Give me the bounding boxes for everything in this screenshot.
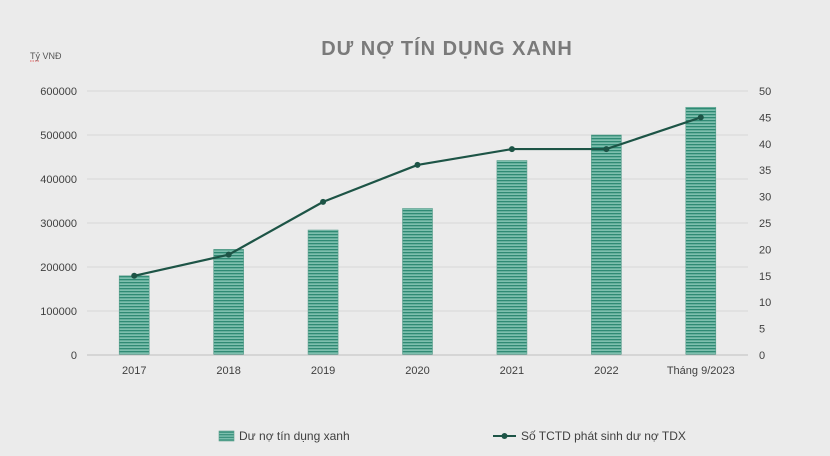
y-right-tick-label: 10 [759,297,771,309]
tick-labels: 0 100000 200000 300000 400000 500000 600000 0 5 1… [40,86,771,377]
legend-line-label: Số TCTD phát sinh dư nợ TDX [521,429,686,443]
y-right-tick-label: 5 [759,324,765,336]
line-point[interactable] [508,146,515,153]
x-tick-label: 2018 [216,365,240,377]
line-point[interactable] [603,146,610,153]
line-point[interactable] [225,251,232,258]
bar-series [118,106,717,356]
x-tick-label: 2020 [405,365,429,377]
y-right-tick-label: 50 [759,86,771,98]
unit-label: Tỷ VNĐ [30,51,62,61]
legend-item-bar[interactable]: Dư nợ tín dụng xanh [218,429,350,443]
bar[interactable] [213,249,244,356]
bar[interactable] [496,160,528,356]
y-left-tick-label: 600000 [40,86,77,98]
y-left-tick-label: 0 [71,350,77,362]
line-series [131,114,704,279]
x-tick-label: 2017 [122,365,146,377]
y-right-tick-label: 25 [759,218,771,230]
legend: Dư nợ tín dụng xanh Số TCTD phát sinh dư… [218,429,686,443]
x-tick-label: Tháng 9/2023 [667,365,735,377]
y-left-tick-label: 500000 [40,130,77,142]
line-point[interactable] [697,114,704,121]
y-right-tick-label: 30 [759,192,771,204]
legend-item-line[interactable]: Số TCTD phát sinh dư nợ TDX [493,429,686,443]
bar[interactable] [591,134,622,356]
y-right-tick-label: 20 [759,244,771,256]
line-point[interactable] [131,272,138,279]
y-left-tick-label: 300000 [40,218,77,230]
y-left-tick-label: 200000 [40,262,77,274]
chart-title: DƯ NỢ TÍN DỤNG XANH [321,37,573,60]
line-point[interactable] [320,198,327,205]
y-right-tick-label: 35 [759,165,771,177]
y-right-tick-label: 15 [759,271,771,283]
line-point[interactable] [414,161,421,168]
y-right-tick-label: 45 [759,112,771,124]
bar[interactable] [402,208,433,356]
legend-bar-swatch [218,430,235,442]
x-tick-label: 2019 [311,365,335,377]
x-tick-label: 2021 [500,365,524,377]
legend-line-marker [501,433,508,439]
bar[interactable] [685,106,717,356]
legend-bar-label: Dư nợ tín dụng xanh [239,429,350,443]
bar[interactable] [307,229,339,356]
x-tick-label: 2022 [594,365,618,377]
y-right-tick-label: 0 [759,350,765,362]
y-right-tick-label: 40 [759,139,771,151]
bar[interactable] [118,275,150,356]
y-left-tick-label: 100000 [40,306,77,318]
y-left-tick-label: 400000 [40,174,77,186]
